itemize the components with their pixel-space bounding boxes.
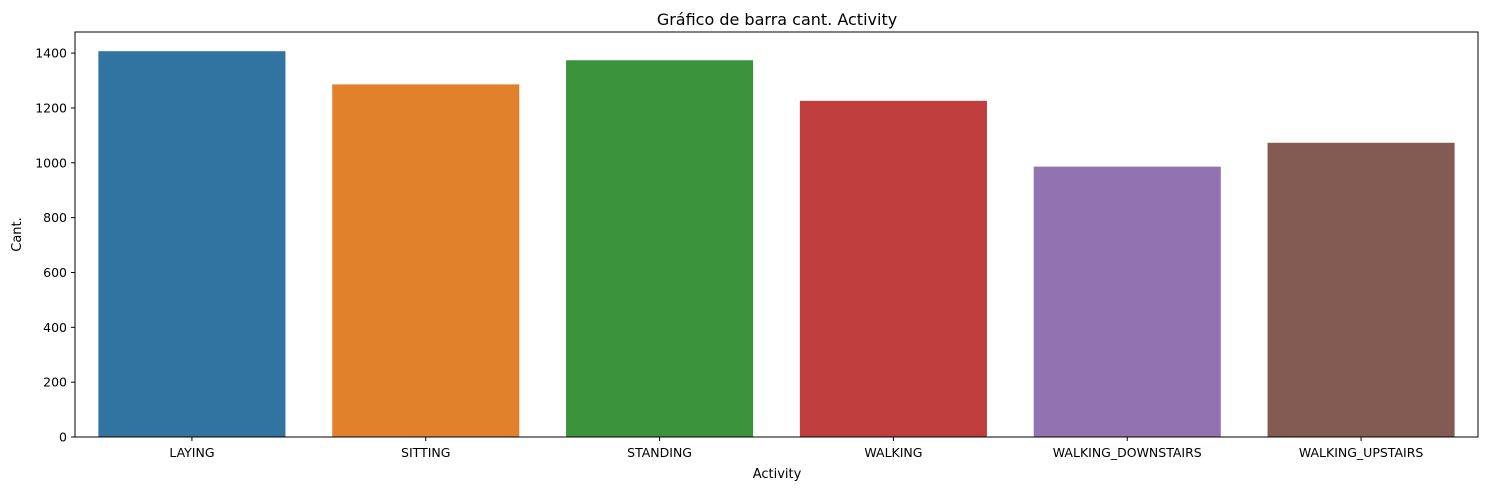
- bar-sitting: [332, 84, 520, 438]
- plot-area: [98, 51, 1455, 438]
- y-tick-label: 400: [43, 320, 67, 335]
- y-tick-label: 600: [43, 265, 67, 280]
- plot-frame: [74, 31, 1479, 438]
- chart-title: Gráfico de barra cant. Activity: [657, 10, 897, 29]
- y-tick-label: 1200: [35, 100, 67, 115]
- y-tick-label: 200: [43, 375, 67, 390]
- x-tick-label: WALKING_DOWNSTAIRS: [1053, 445, 1202, 460]
- y-axis-label: Cant.: [10, 217, 25, 252]
- x-axis: LAYING SITTING STANDING WALKING WALKING_DOWN…: [169, 437, 1423, 460]
- y-tick-label: 0: [59, 430, 67, 445]
- y-tick-label: 800: [43, 210, 67, 225]
- x-tick-label: WALKING_UPSTAIRS: [1299, 445, 1424, 460]
- bar-walking-upstairs: [1267, 142, 1455, 437]
- bar-walking: [799, 100, 987, 438]
- y-tick-label: 1000: [35, 155, 67, 170]
- bar-standing: [566, 60, 754, 437]
- bar-walking-downstairs: [1033, 166, 1221, 437]
- y-tick-label: 1400: [35, 46, 67, 61]
- bar-laying: [98, 51, 286, 438]
- x-axis-label: Activity: [753, 467, 802, 482]
- x-tick-label: WALKING: [864, 445, 922, 460]
- x-tick-label: STANDING: [627, 445, 692, 460]
- x-tick-label: LAYING: [169, 445, 214, 460]
- y-axis: 0 200 400 600 800 1000 1200 1400: [35, 46, 75, 445]
- x-tick-label: SITTING: [401, 445, 450, 460]
